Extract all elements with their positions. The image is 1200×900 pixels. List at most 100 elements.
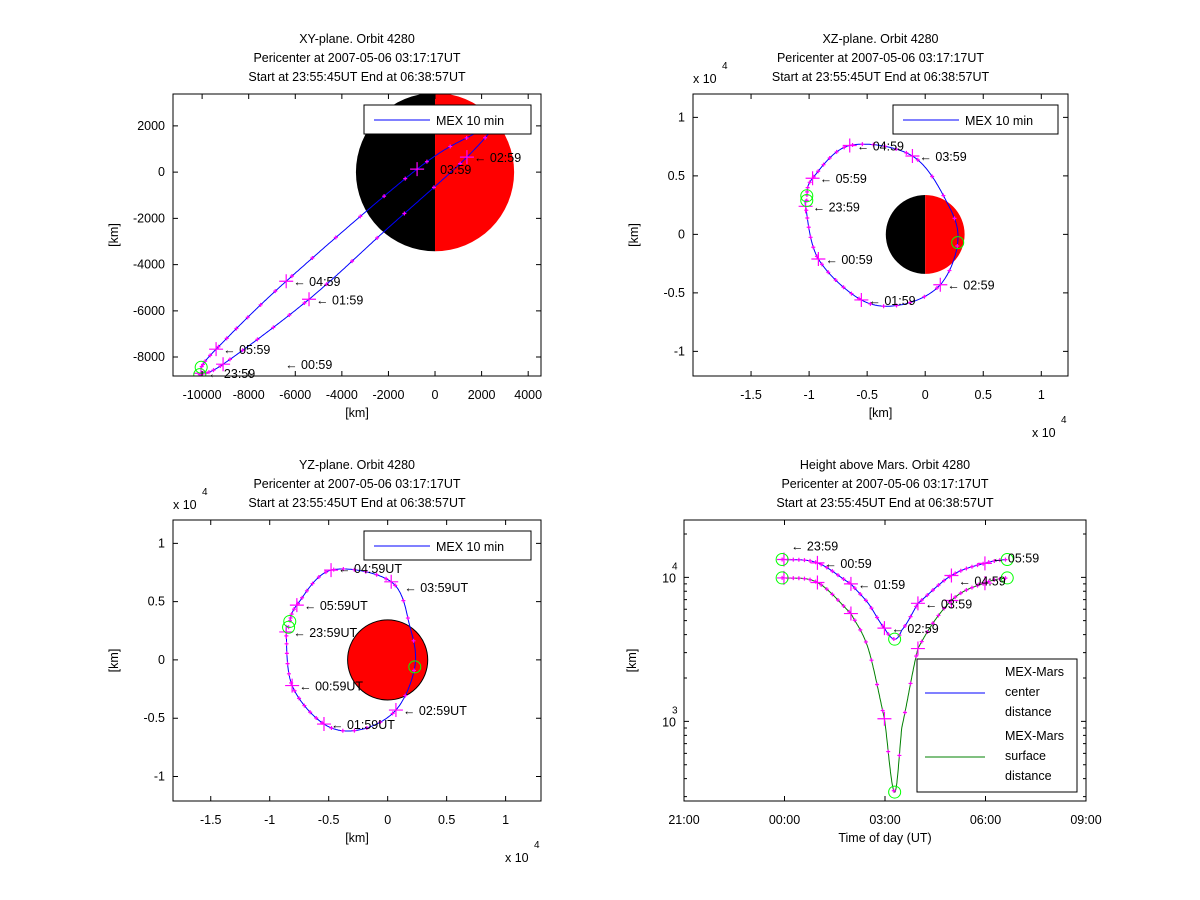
ten-minute-marker <box>329 725 334 730</box>
ten-minute-marker <box>936 583 941 588</box>
arrow-left-icon: ← <box>331 718 347 732</box>
ten-minute-marker <box>941 193 946 198</box>
ten-minute-marker <box>284 641 289 646</box>
y-tick-label: 1 <box>678 110 685 124</box>
ten-minute-marker <box>412 668 417 673</box>
ten-minute-marker <box>858 592 863 597</box>
ten-minute-marker <box>955 244 960 249</box>
hour-label-text: 03:59 <box>941 597 972 611</box>
ten-minute-marker <box>216 344 221 349</box>
y-tick-label: -4000 <box>133 258 165 272</box>
x-axis-multiplier-exponent: 4 <box>534 840 540 851</box>
legend-label: MEX 10 min <box>436 114 504 128</box>
arrow-left-icon: ← <box>293 275 309 289</box>
endpoint-circle-marker <box>194 360 208 374</box>
hour-marker <box>933 277 948 292</box>
legend: MEX 10 min <box>363 104 532 135</box>
ten-minute-marker <box>340 728 345 733</box>
x-tick-label: 2000 <box>468 388 496 402</box>
hour-label-text: 01:59 <box>332 293 363 307</box>
x-tick-label: 03:00 <box>869 813 900 827</box>
y-axis-label: [km] <box>107 223 121 247</box>
legend-label: MEX 10 min <box>436 540 504 554</box>
ten-minute-marker <box>402 211 407 216</box>
hour-label: ← 23:59 <box>208 367 255 381</box>
x-axis-label: [km] <box>345 831 369 845</box>
ten-minute-marker <box>424 159 429 164</box>
y-axis-multiplier-exponent: 4 <box>202 487 208 498</box>
endpoint-circle-marker <box>951 236 965 250</box>
ten-minute-marker <box>992 558 997 563</box>
ten-minute-marker <box>284 651 289 656</box>
ten-minute-marker <box>300 595 305 600</box>
chart-title-line: Pericenter at 2007-05-06 03:17:17UT <box>777 51 984 65</box>
arrow-left-icon: ← <box>857 139 873 153</box>
x-tick-label: -6000 <box>279 388 311 402</box>
ten-minute-marker <box>333 235 338 240</box>
arrow-left-icon: ← <box>919 150 935 164</box>
hour-marker <box>810 555 825 570</box>
hour-marker <box>459 150 474 165</box>
ten-minute-marker <box>378 720 383 725</box>
ten-minute-marker <box>835 573 840 578</box>
ten-minute-marker <box>314 716 319 721</box>
ten-minute-marker <box>390 711 395 716</box>
endpoint-circle-marker <box>1000 571 1014 585</box>
legend-box <box>916 658 1078 793</box>
ten-minute-marker <box>401 598 406 603</box>
ten-minute-marker <box>860 142 865 147</box>
arrow-left-icon: ← <box>299 680 315 694</box>
y-tick-exponent: 4 <box>672 561 678 572</box>
axes-box <box>172 93 542 377</box>
hour-label: ← 01:59 <box>316 293 363 307</box>
ten-minute-marker <box>894 303 899 308</box>
hour-label: ← 02:59UT <box>403 704 467 718</box>
chart-title-line: Pericenter at 2007-05-06 03:17:17UT <box>253 477 460 491</box>
y-tick-label: 10 <box>662 715 676 729</box>
x-axis-label: [km] <box>869 406 893 420</box>
hour-marker <box>324 563 339 578</box>
ten-minute-marker <box>908 300 913 305</box>
hour-label: ← 23:59 <box>791 539 838 553</box>
hour-label-text: 01:59 <box>884 294 915 308</box>
ten-minute-marker <box>802 558 807 563</box>
x-axis-multiplier-exponent: 4 <box>1061 415 1067 426</box>
hour-marker <box>388 703 403 718</box>
chart-title-line: Start at 23:55:45UT End at 06:38:57UT <box>772 70 990 84</box>
hour-label-text: 00:59 <box>841 253 872 267</box>
hour-marker <box>905 149 920 164</box>
ten-minute-marker <box>908 614 913 619</box>
hour-label-text: 03:59 <box>935 150 966 164</box>
ten-minute-marker <box>964 588 969 593</box>
hour-label: ← 23:59UT <box>293 626 357 640</box>
arrow-left-icon: ← <box>868 294 884 308</box>
mars-night-side <box>885 194 926 274</box>
hour-marker <box>289 598 304 613</box>
hour-label: ← 00:59 <box>285 358 332 372</box>
hour-label: ← 04:59 <box>958 574 1005 588</box>
ten-minute-marker <box>969 564 974 569</box>
x-tick-label: 21:00 <box>668 813 699 827</box>
ten-minute-marker <box>897 753 902 758</box>
y-axis-multiplier: x 10 <box>693 72 717 86</box>
chart-title-line: XY-plane. Orbit 4280 <box>299 32 415 46</box>
y-tick-label: 0 <box>158 653 165 667</box>
endpoint-circle-marker <box>775 571 789 585</box>
ten-minute-marker <box>902 710 907 715</box>
hour-label: ← 23:59 <box>813 200 860 214</box>
ten-minute-marker <box>858 627 863 632</box>
ten-minute-marker <box>871 142 876 147</box>
hour-marker <box>944 568 959 583</box>
ten-minute-marker <box>894 147 899 152</box>
hour-marker <box>384 574 399 589</box>
ten-minute-marker <box>830 569 835 574</box>
ten-minute-marker <box>411 638 416 643</box>
ten-minute-marker <box>208 353 213 358</box>
hour-marker <box>810 575 825 590</box>
ten-minute-marker <box>310 581 315 586</box>
ten-minute-marker <box>819 262 824 267</box>
ten-minute-marker <box>374 572 379 577</box>
ten-minute-marker <box>942 578 947 583</box>
legend: MEX 10 min <box>892 104 1059 135</box>
